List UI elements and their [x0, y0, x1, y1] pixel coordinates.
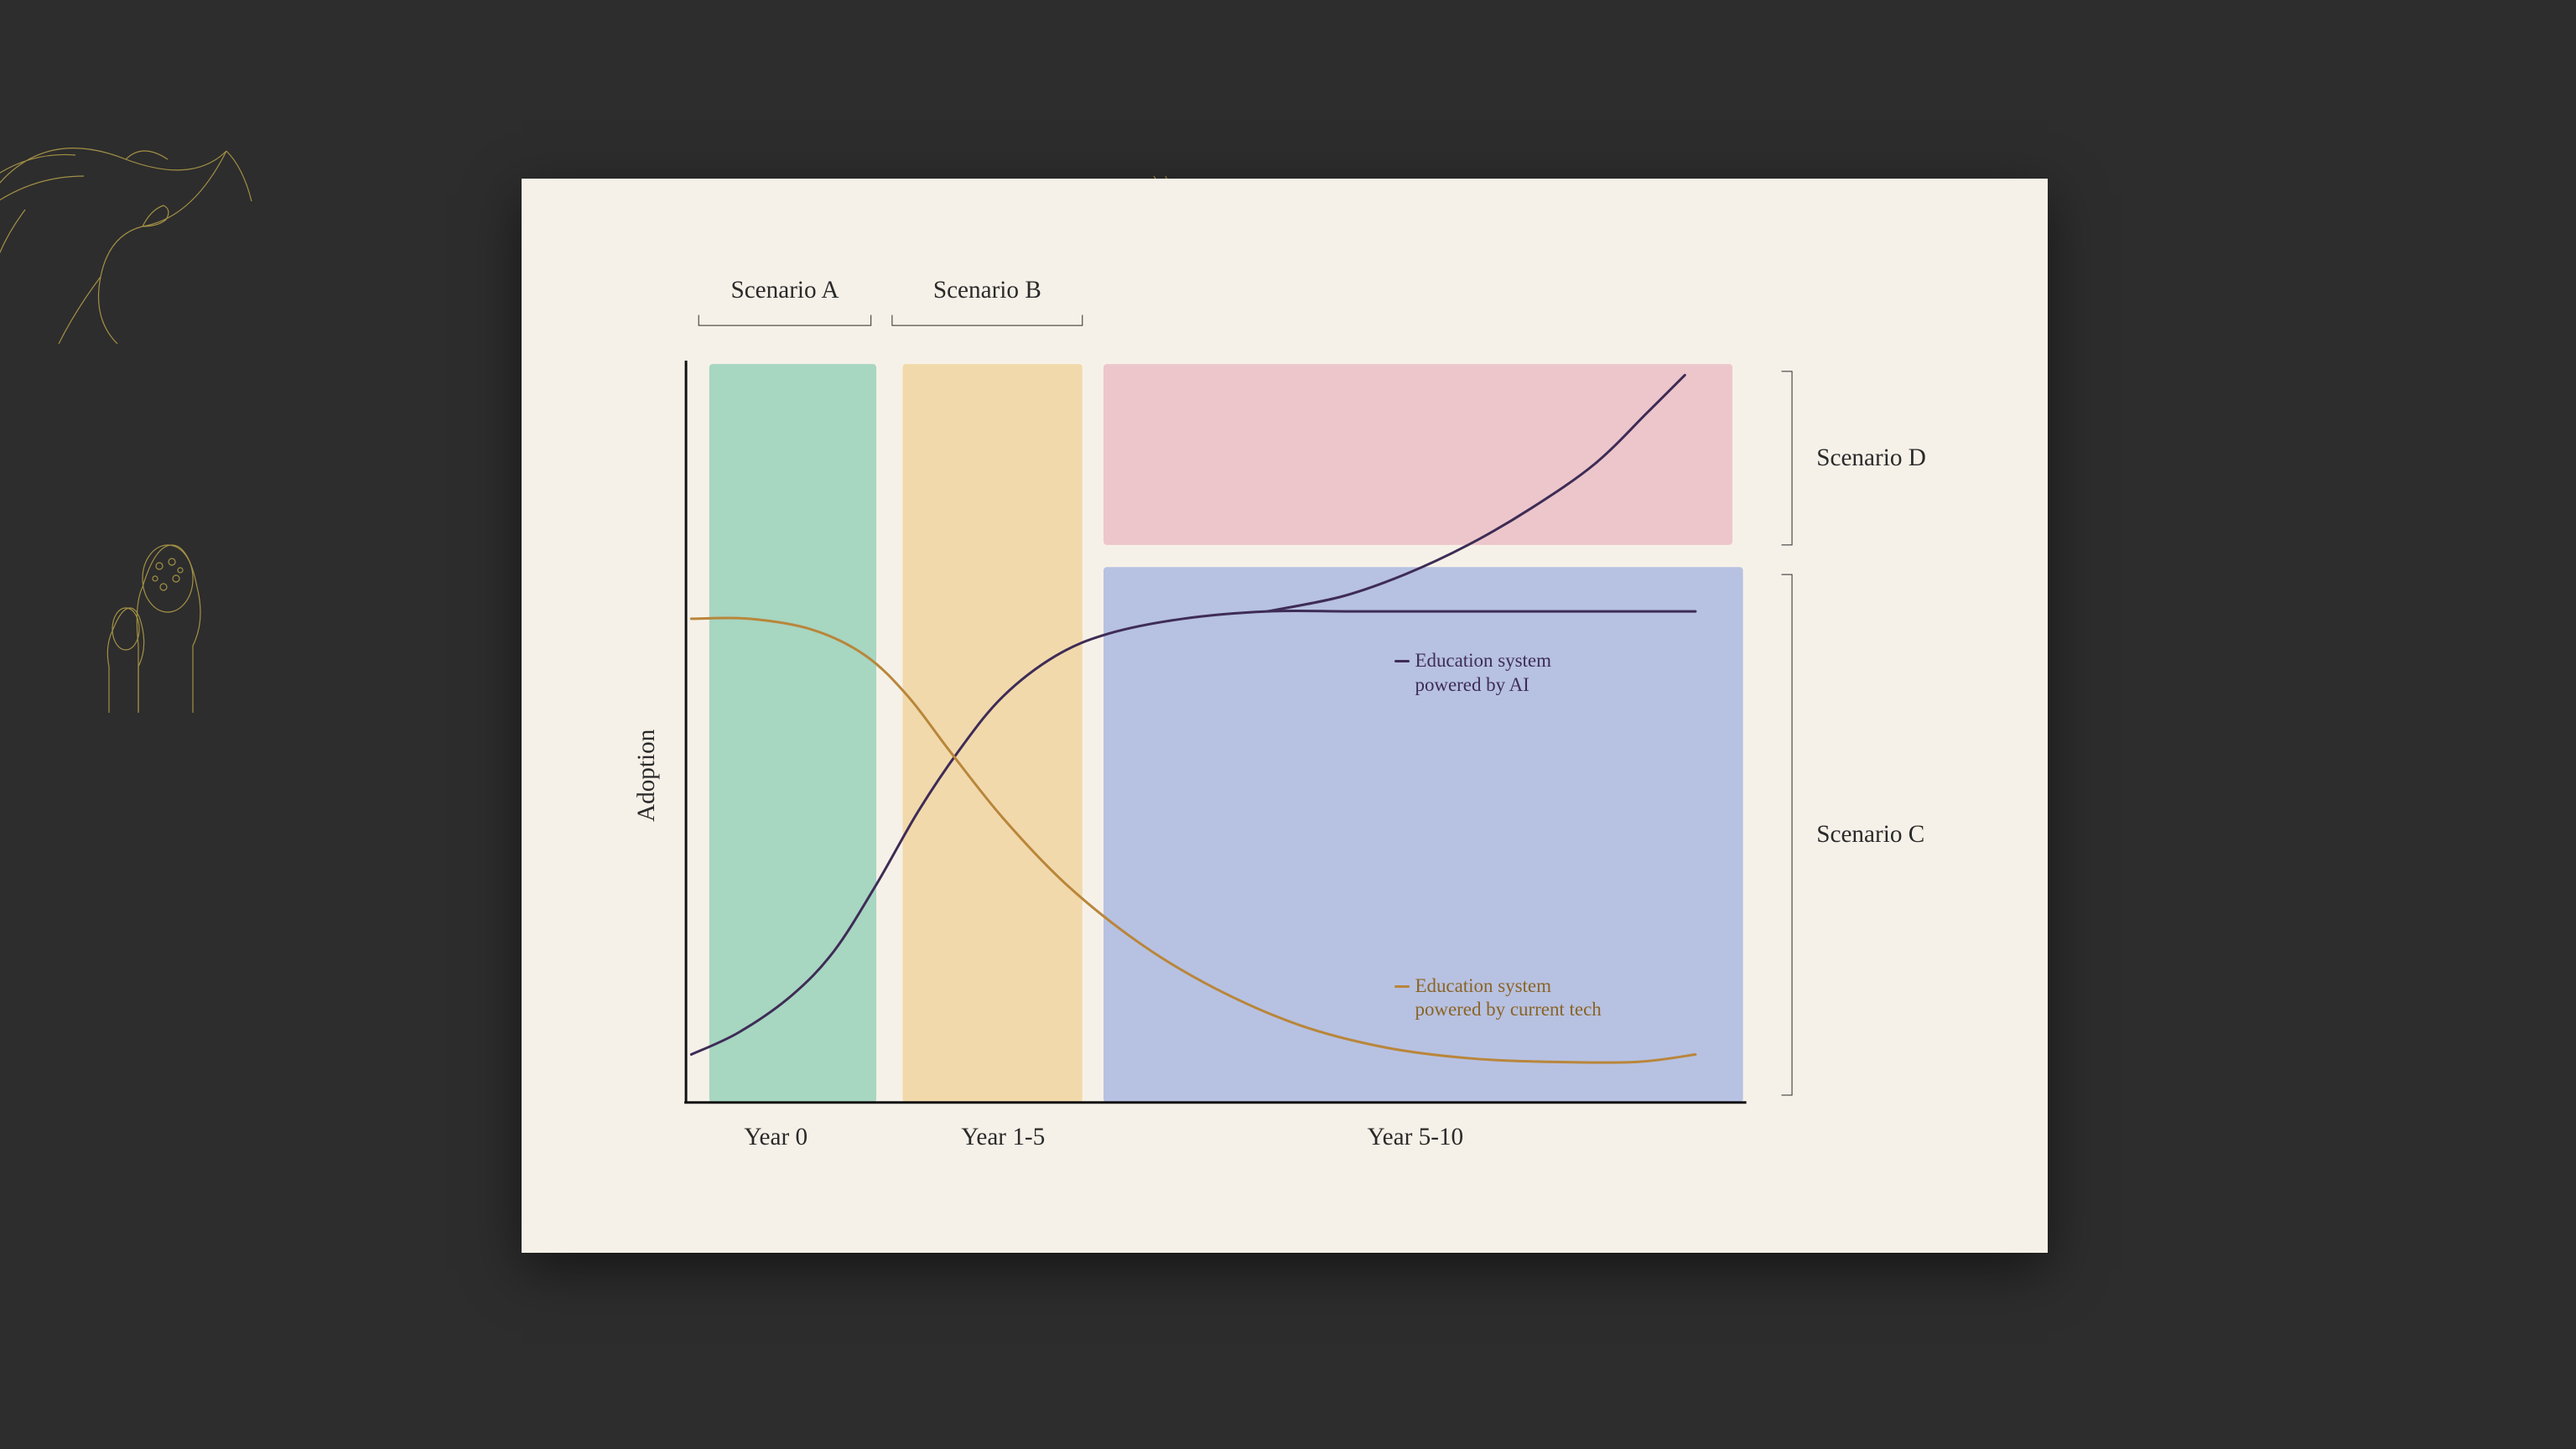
- scenario-top-label: Scenario A: [730, 277, 839, 304]
- scenario-d-region: [1104, 364, 1732, 545]
- scenario-b-region: [902, 364, 1082, 1103]
- right-bracket: [1782, 574, 1793, 1095]
- current-tech-line-legend: Education systempowered by current tech: [1394, 974, 1601, 1022]
- legend-text: Education systempowered by AI: [1415, 649, 1550, 697]
- scenario-a-region: [709, 364, 876, 1103]
- top-bracket: [892, 315, 1083, 326]
- right-bracket: [1782, 371, 1793, 545]
- scenario-c-region: [1104, 567, 1743, 1103]
- scenario-right-label: Scenario C: [1816, 821, 1924, 849]
- legend-swatch: [1394, 660, 1410, 662]
- ai-line-legend: Education systempowered by AI: [1394, 649, 1550, 697]
- y-axis-label: Adoption: [633, 730, 661, 822]
- x-tick-label: Year 5-10: [1368, 1124, 1464, 1151]
- top-bracket: [699, 315, 870, 326]
- scenario-top-label: Scenario B: [933, 277, 1041, 304]
- adoption-chart: [0, 0, 2576, 1449]
- stage: Adoption Year 0 Year 1-5 Year 5-10 Scenario …: [0, 0, 2576, 1449]
- x-tick-label: Year 0: [744, 1124, 808, 1151]
- legend-text: Education systempowered by current tech: [1415, 974, 1601, 1022]
- legend-swatch: [1394, 985, 1410, 988]
- x-tick-label: Year 1-5: [961, 1124, 1045, 1151]
- scenario-right-label: Scenario D: [1816, 444, 1926, 472]
